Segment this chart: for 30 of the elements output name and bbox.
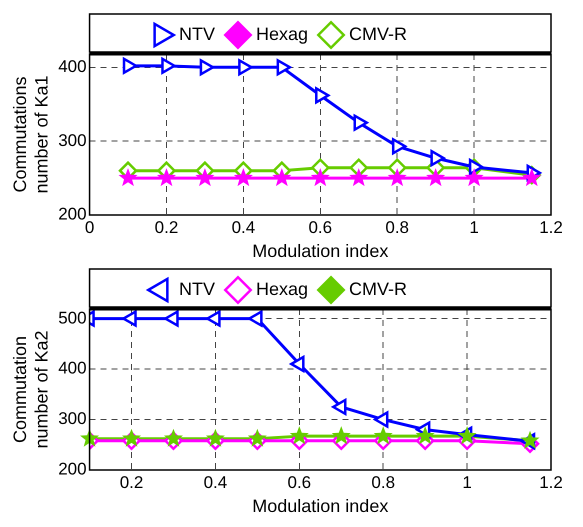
legend-label: NTV — [178, 24, 215, 44]
legend-label: Hexag — [256, 278, 308, 299]
x-axis-title: Modulation index — [252, 496, 388, 516]
legend-label: Hexag — [256, 24, 308, 44]
x-tick-label: 0.6 — [308, 218, 332, 237]
y-axis-title: Commutations number of Ka1 — [10, 75, 52, 194]
x-axis-title: Modulation index — [252, 241, 388, 262]
y-axis-title: Commutation number of Ka2 — [10, 330, 52, 449]
x-tick-label: 0.4 — [204, 472, 228, 492]
y-tick-label: 400 — [58, 358, 87, 378]
legend-label: CMV-R — [349, 24, 408, 44]
y-tick-label: 500 — [58, 308, 87, 328]
y-tick-label: 200 — [58, 460, 87, 479]
x-tick-label: 0.2 — [120, 472, 144, 492]
legend-label: CMV-R — [349, 278, 408, 299]
x-tick-label: 1.2 — [539, 218, 563, 237]
x-tick-label: 0.6 — [287, 472, 312, 492]
x-tick-label: 0.8 — [371, 472, 396, 492]
x-tick-label: 0.4 — [232, 218, 256, 237]
y-tick-label: 200 — [58, 204, 87, 224]
x-tick-label: 0.8 — [385, 218, 410, 237]
x-tick-label: 0.2 — [154, 218, 178, 237]
x-tick-label: 1 — [462, 472, 472, 492]
legend-label: NTV — [178, 278, 215, 299]
y-tick-label: 300 — [58, 130, 87, 150]
x-tick-label: 0 — [84, 218, 94, 237]
x-tick-label: 1 — [469, 218, 479, 237]
x-tick-label: 1.2 — [539, 472, 563, 492]
y-tick-label: 300 — [58, 409, 87, 428]
y-tick-label: 400 — [58, 56, 87, 76]
